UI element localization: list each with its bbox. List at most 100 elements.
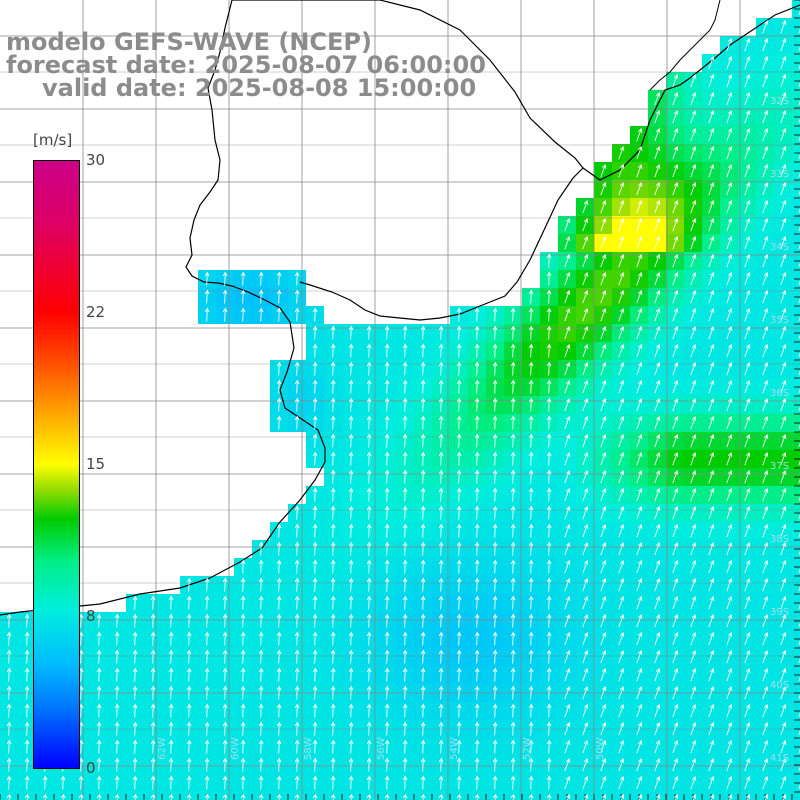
wind-arrow — [276, 523, 282, 538]
wind-arrow — [168, 685, 174, 700]
wind-arrow — [600, 650, 607, 664]
wind-arrow — [654, 272, 661, 286]
wind-arrow — [600, 596, 607, 610]
wind-arrow — [600, 488, 607, 502]
wind-arrow — [636, 398, 643, 412]
wind-arrow — [618, 614, 625, 628]
wind-arrow — [690, 488, 697, 502]
wind-arrow — [294, 703, 300, 718]
wind-arrow — [420, 541, 426, 556]
latitude-labels: 32S 33S 34S 35S 36S 37S 38S 39S 40S 41S — [770, 96, 789, 764]
wind-arrow — [366, 451, 372, 466]
wind-arrow — [150, 775, 156, 790]
wind-arrow — [780, 668, 787, 682]
wind-arrow — [312, 667, 318, 682]
wind-arrow — [366, 739, 372, 754]
wind-arrow — [744, 578, 751, 592]
wind-arrow — [726, 380, 733, 394]
wind-arrow — [492, 685, 498, 700]
wind-arrow — [492, 433, 498, 448]
wind-arrow — [600, 614, 607, 628]
wind-arrow — [744, 38, 751, 52]
wind-arrow — [780, 236, 787, 250]
wind-arrow — [672, 146, 679, 160]
wind-arrow — [708, 632, 715, 646]
wind-arrow — [582, 596, 589, 610]
wind-arrow — [420, 343, 426, 358]
wind-arrow — [330, 397, 336, 412]
wind-arrow — [762, 470, 769, 484]
wind-arrow — [582, 272, 589, 286]
wind-arrow — [672, 560, 679, 574]
wind-arrow — [708, 722, 715, 736]
wind-arrow — [654, 380, 661, 394]
wind-arrow — [600, 236, 607, 250]
wind-arrow — [726, 128, 733, 142]
wind-arrow — [384, 667, 390, 682]
wind-arrow — [384, 559, 390, 574]
wind-arrow — [744, 434, 751, 448]
wind-arrow — [186, 649, 192, 664]
wind-arrow — [420, 415, 426, 430]
wind-arrow — [492, 667, 498, 682]
wind-arrow — [60, 775, 66, 790]
wind-arrow — [150, 613, 156, 628]
wind-arrow — [186, 739, 192, 754]
wind-arrow — [114, 721, 120, 736]
wind-arrow — [708, 470, 715, 484]
wind-arrow — [726, 488, 733, 502]
wind-arrow — [708, 344, 715, 358]
wind-arrow — [114, 703, 120, 718]
wind-arrow — [744, 236, 751, 250]
wind-arrow — [186, 703, 192, 718]
wind-arrow — [366, 361, 372, 376]
wind-arrow — [276, 649, 282, 664]
wind-arrow — [24, 775, 30, 790]
wind-arrow — [366, 685, 372, 700]
wind-arrow — [726, 110, 733, 124]
wind-arrow — [582, 218, 589, 232]
wind-arrow — [726, 146, 733, 160]
wind-arrow — [564, 668, 571, 682]
wind-arrow — [600, 434, 607, 448]
wind-arrow — [528, 703, 534, 718]
wind-arrow — [330, 541, 336, 556]
wind-arrow — [654, 686, 661, 700]
wind-arrow — [492, 505, 498, 520]
wind-arrow — [762, 326, 769, 340]
wind-arrow — [708, 686, 715, 700]
wind-arrow — [456, 505, 462, 520]
wind-arrow — [600, 722, 607, 736]
wind-arrow — [114, 739, 120, 754]
wind-arrow — [240, 667, 246, 682]
wind-arrow — [672, 668, 679, 682]
wind-arrow — [528, 685, 534, 700]
lat-label: 39S — [770, 607, 789, 618]
wind-arrow — [348, 667, 354, 682]
wind-arrow — [366, 541, 372, 556]
wind-arrow — [222, 649, 228, 664]
wind-arrow — [474, 487, 480, 502]
wind-arrow — [402, 415, 408, 430]
wind-arrow — [186, 631, 192, 646]
wind-arrow — [780, 434, 787, 448]
wind-arrow — [726, 362, 733, 376]
wind-arrow — [672, 344, 679, 358]
wind-arrow — [564, 254, 571, 268]
wind-arrow — [294, 415, 300, 430]
wind-arrow — [672, 596, 679, 610]
wind-arrow — [132, 775, 138, 790]
wind-arrow — [204, 721, 210, 736]
wind-arrow — [384, 613, 390, 628]
wind-arrow — [402, 361, 408, 376]
wind-arrow — [492, 739, 498, 754]
wind-arrow — [708, 578, 715, 592]
wind-arrow — [438, 523, 444, 538]
wind-arrow — [546, 721, 552, 736]
wind-arrow — [276, 757, 282, 772]
wind-arrow — [474, 505, 480, 520]
wind-arrow — [510, 505, 516, 520]
wind-arrow — [402, 451, 408, 466]
wind-arrow — [600, 776, 607, 790]
wind-arrow — [672, 200, 679, 214]
